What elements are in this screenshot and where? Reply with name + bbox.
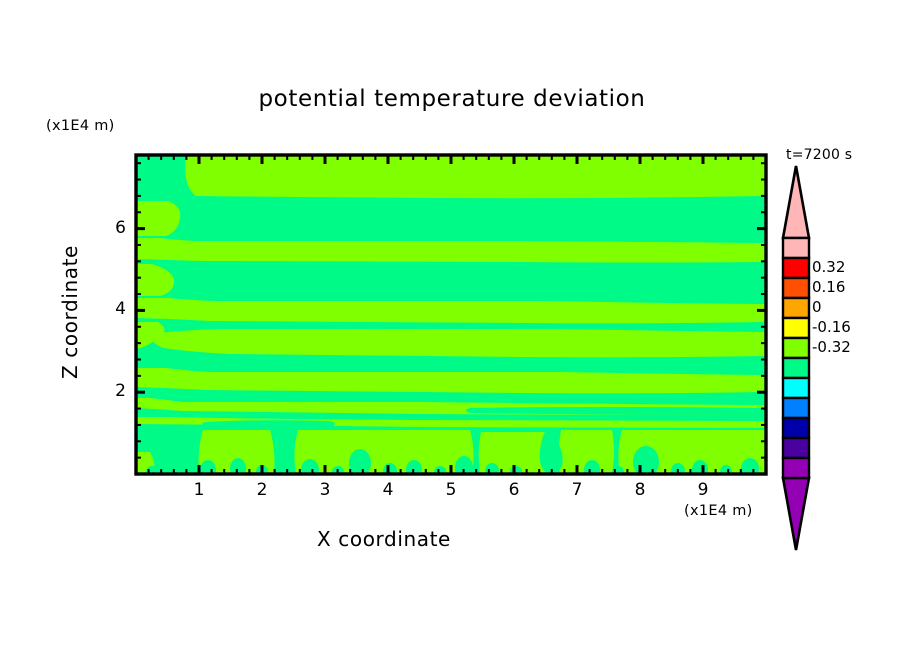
colorbar-band xyxy=(781,276,811,300)
colorbar-band xyxy=(781,336,811,360)
y-tick-label: 2 xyxy=(115,381,126,402)
colorbar-band xyxy=(781,316,811,340)
colorbar-band xyxy=(781,236,811,260)
colorbar-cap xyxy=(781,476,811,551)
colorbar xyxy=(781,165,811,551)
colorbar-band xyxy=(781,456,811,480)
x-tick-label: 9 xyxy=(697,480,709,500)
colorbar-tick-label: 0.16 xyxy=(812,278,846,296)
x-axis-unit-label: (x1E4 m) xyxy=(684,503,753,519)
colorbar-tick-label: 0 xyxy=(812,298,822,316)
colorbar-cap xyxy=(781,165,811,240)
colorbar-band xyxy=(781,376,811,400)
y-tick-label: 6 xyxy=(115,217,126,238)
y-axis-unit-label: (x1E4 m) xyxy=(46,118,115,134)
x-axis-title: X coordinate xyxy=(317,527,451,551)
colorbar-band xyxy=(781,256,811,280)
x-tick-label: 6 xyxy=(508,480,520,500)
time-annotation: t=7200 s xyxy=(786,147,853,163)
x-tick-label: 1 xyxy=(193,480,205,500)
x-tick-label: 8 xyxy=(634,480,646,500)
page-title: potential temperature deviation xyxy=(258,86,646,112)
colorbar-tick-label: 0.32 xyxy=(812,258,846,276)
colorbar-band xyxy=(781,296,811,320)
colorbar-band xyxy=(781,396,811,420)
colorbar-tick-label: -0.32 xyxy=(812,338,851,356)
colorbar-band xyxy=(781,416,811,440)
contour-field xyxy=(136,155,766,474)
colorbar-band xyxy=(781,356,811,380)
x-tick-label: 2 xyxy=(256,480,268,500)
colorbar-band xyxy=(781,436,811,460)
axis-ticks xyxy=(136,155,766,474)
y-tick-label: 4 xyxy=(115,299,126,320)
x-tick-label: 4 xyxy=(382,480,394,500)
x-tick-label: 7 xyxy=(571,480,583,500)
x-tick-label: 5 xyxy=(445,480,457,500)
x-tick-label: 3 xyxy=(319,480,331,500)
colorbar-tick-label: -0.16 xyxy=(812,318,851,336)
